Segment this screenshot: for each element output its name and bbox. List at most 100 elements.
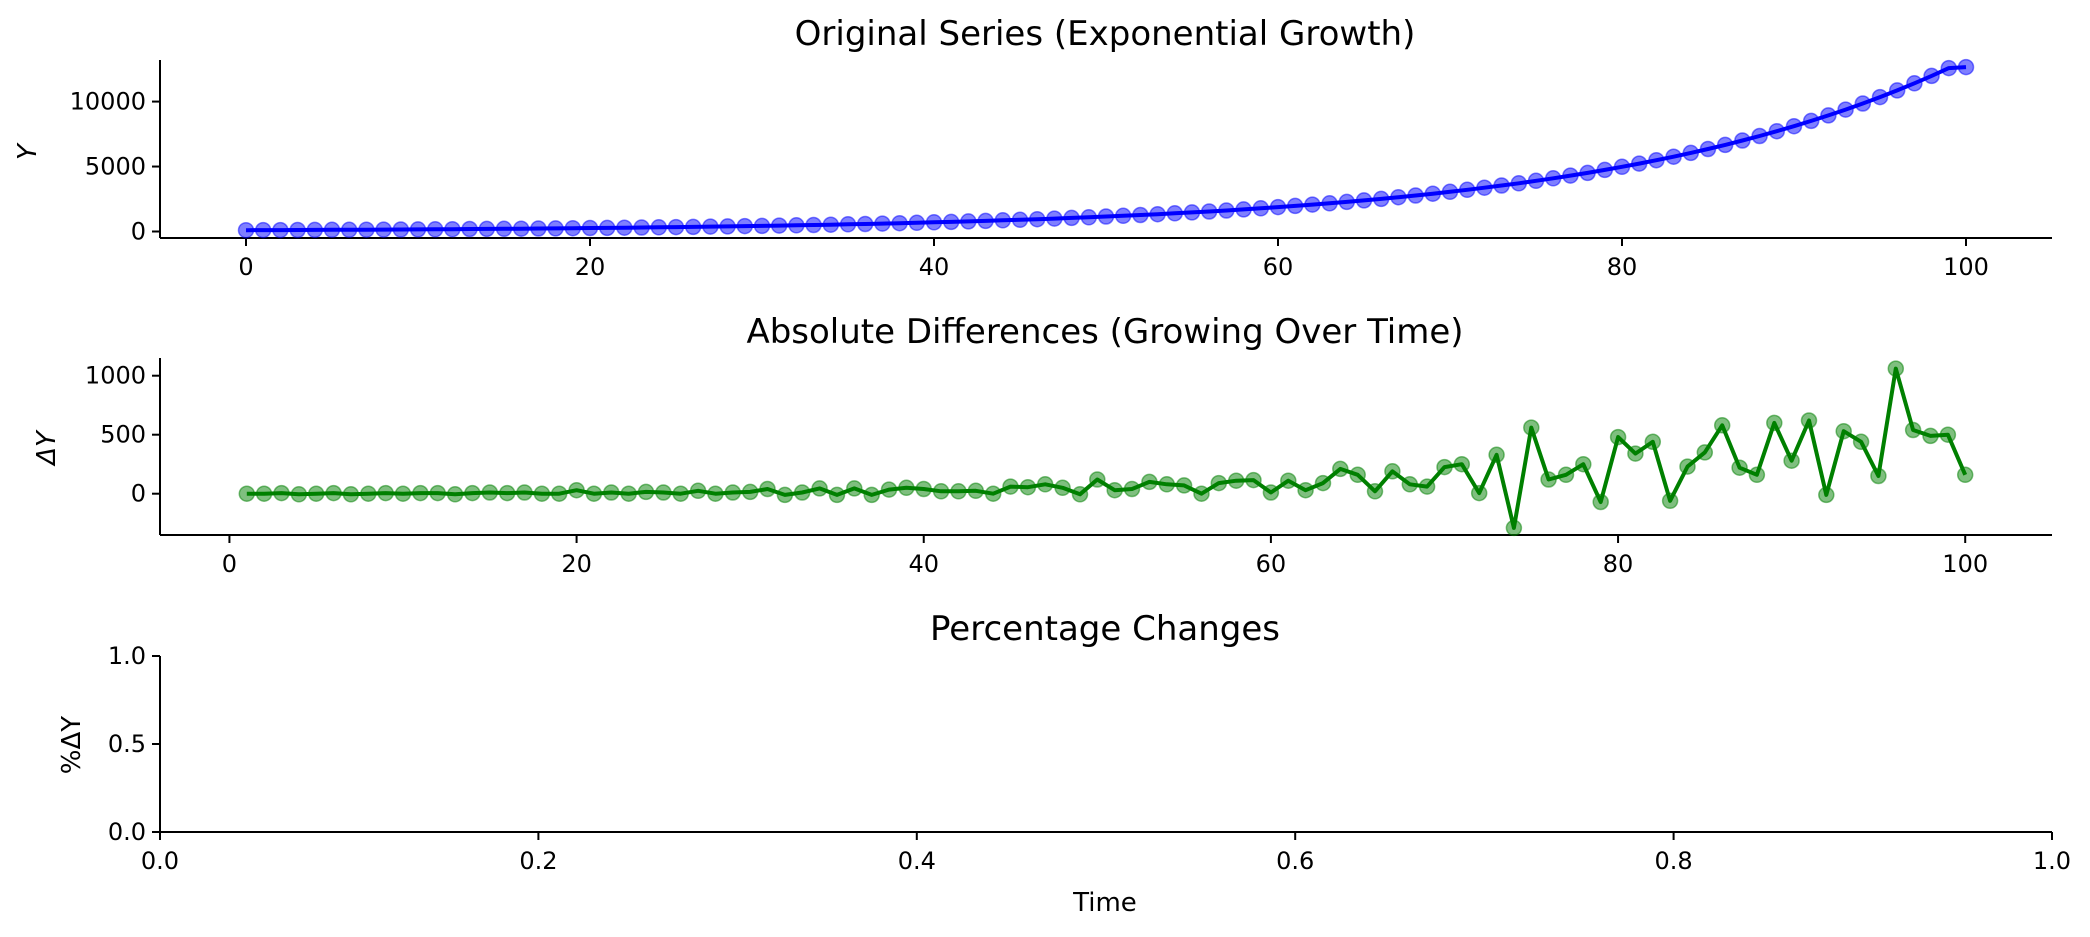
data-point [1835,422,1852,440]
data-point [915,480,932,498]
data-point [650,219,668,236]
data-point [340,221,358,239]
data-point [512,220,530,237]
data-point [805,216,822,234]
data-point [1106,481,1123,499]
data-point [977,212,994,230]
x-tick-label: 80 [1603,550,1634,578]
data-point [1193,485,1210,502]
data-point [1557,466,1575,484]
data-point [375,221,392,238]
data-point [254,221,272,239]
data-point [1713,417,1731,434]
data-point [1837,101,1854,118]
x-tick-label: 0.6 [1276,847,1314,875]
data-point [461,220,478,238]
data-point [409,221,427,238]
x-tick-label: 0 [238,253,253,281]
data-point [770,217,788,234]
data-point [1493,177,1510,194]
data-point [1682,144,1700,162]
data-point [1071,486,1089,503]
data-point [1716,136,1734,154]
data-point [446,486,464,503]
data-point [891,214,908,232]
data-point [1384,463,1401,480]
data-point [1613,158,1631,176]
data-point [880,481,898,498]
data-point [689,482,707,500]
data-point [925,214,943,231]
data-point [530,220,547,237]
data-point [1665,148,1682,165]
data-point [1218,202,1235,219]
data-point [273,484,290,502]
data-point [1783,452,1800,469]
data-point [724,484,742,501]
data-point [1166,205,1184,222]
x-tick-label: 40 [919,253,950,281]
data-point [1699,140,1717,158]
data-point [616,219,633,236]
data-point [846,480,863,497]
data-point [942,213,960,231]
data-point [1080,209,1098,226]
data-point [495,220,513,238]
data-point [289,221,306,239]
data-point [1922,427,1939,445]
data-point [1818,486,1835,504]
data-point [1751,127,1768,145]
data-point [426,221,444,238]
data-point [1748,466,1766,484]
data-point [707,485,724,502]
data-point [1888,82,1906,99]
data-point [1470,484,1488,502]
data-point [1540,471,1557,488]
data-point [828,486,846,504]
data-point [1871,88,1889,106]
data-point [1321,195,1338,212]
data-point [1019,478,1037,496]
data-point [1436,458,1453,476]
data-point [1870,467,1887,485]
panel-2-series [238,360,1974,537]
data-point [429,484,446,502]
data-point [394,485,412,502]
data-point [863,486,880,504]
data-point [1269,198,1287,216]
data-point [776,486,794,504]
data-point [1297,481,1314,499]
data-point [1210,474,1228,492]
data-point [1441,183,1459,201]
data-point [1054,479,1071,497]
data-point [1510,175,1528,192]
data-point [358,221,375,238]
data-point [994,212,1012,229]
data-point [1175,477,1193,494]
y-tick-label: 0.0 [108,818,146,846]
panel-1-y-ticks: 0 5000 10000 [70,88,160,246]
data-point [255,485,273,502]
y-tick-label: 10000 [70,88,146,116]
data-point [1734,132,1751,149]
data-point [637,483,655,501]
x-tick-label: 20 [575,253,606,281]
data-point [1149,205,1166,223]
x-tick-label: 60 [1263,253,1294,281]
panel-2-y-ticks: 0 500 1000 [85,362,160,508]
data-point [1453,455,1471,473]
data-point [1939,426,1957,443]
x-tick-label: 20 [561,550,592,578]
x-tick-label: 1.0 [2033,847,2071,875]
data-point [1940,59,1958,77]
data-point [1089,471,1106,488]
data-point [392,221,410,238]
data-point [585,485,603,502]
x-tick-label: 40 [908,550,939,578]
data-point [822,216,840,233]
panel-3-x-ticks: 0.0 0.2 0.4 0.6 0.8 1.0 [141,832,2071,875]
data-point [323,221,341,239]
data-point [603,484,620,501]
data-point [342,486,360,503]
data-point [1286,197,1304,215]
